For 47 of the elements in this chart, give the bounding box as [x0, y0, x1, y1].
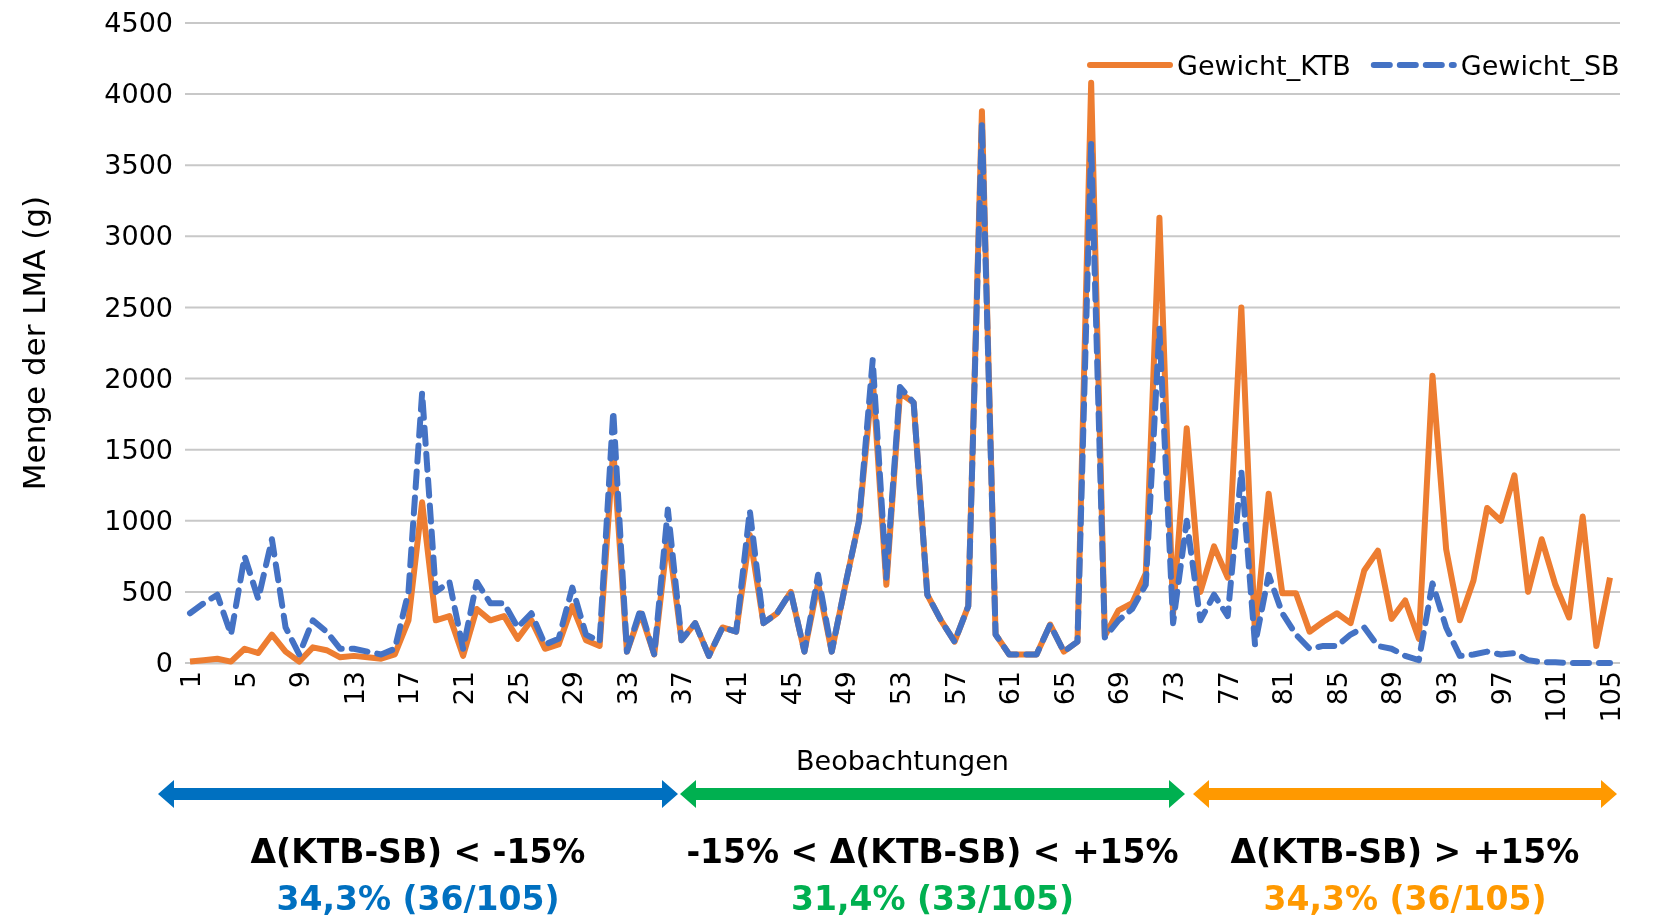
- text: 34,3% (36/105): [276, 879, 560, 918]
- x-tick-label: 49: [830, 671, 862, 706]
- y-tick-label: 2500: [104, 291, 173, 323]
- x-tick-label: 61: [994, 671, 1026, 706]
- text: Δ(KTB-SB) < -15%: [250, 832, 586, 871]
- y-tick-label: 2000: [104, 362, 173, 394]
- x-tick-label: 97: [1485, 671, 1517, 706]
- y-tick-label: 3000: [104, 220, 173, 252]
- x-tick-label: 57: [939, 671, 971, 706]
- x-tick-label: 41: [721, 671, 753, 706]
- y-tick-label: 500: [121, 576, 173, 608]
- x-tick-label: 89: [1376, 671, 1408, 706]
- x-tick-label: 5: [229, 671, 261, 689]
- x-tick-label: 81: [1267, 671, 1299, 706]
- y-tick-label: 4000: [104, 78, 173, 110]
- legend-label: Gewicht_SB: [1460, 50, 1620, 81]
- x-tick-label: 93: [1431, 671, 1463, 706]
- y-tick-label: 3500: [104, 149, 173, 181]
- text: -15% < Δ(KTB-SB) < +15%: [686, 832, 1179, 871]
- x-tick-label: 45: [775, 671, 807, 706]
- x-tick-label: 29: [557, 671, 589, 706]
- y-tick-label: 4500: [104, 7, 173, 39]
- x-tick-label: 9: [284, 671, 316, 689]
- x-tick-label: 17: [393, 671, 425, 706]
- x-tick-label: 85: [1321, 671, 1353, 706]
- x-tick-label: 37: [666, 671, 698, 706]
- x-tick-label: 21: [448, 671, 480, 706]
- x-tick-label: 77: [1212, 671, 1244, 706]
- y-tick-label: 1500: [104, 433, 173, 465]
- x-axis-title: Beobachtungen: [796, 745, 1009, 776]
- y-axis-title: Menge der LMA (g): [16, 195, 52, 491]
- text: 31,4% (33/105): [791, 879, 1074, 918]
- x-tick-label: 105: [1594, 671, 1626, 723]
- x-tick-label: 13: [338, 671, 370, 706]
- x-tick-label: 69: [1103, 671, 1135, 706]
- x-tick-label: 33: [611, 671, 643, 706]
- y-tick-label: 0: [155, 647, 173, 679]
- x-tick-label: 101: [1540, 671, 1572, 723]
- x-tick-label: 73: [1158, 671, 1190, 706]
- x-tick-label: 1: [174, 671, 206, 689]
- legend-label: Gewicht_KTB: [1177, 50, 1351, 81]
- x-tick-label: 53: [884, 671, 916, 706]
- text: 34,3% (36/105): [1263, 879, 1547, 918]
- text: Δ(KTB-SB) > +15%: [1230, 832, 1580, 871]
- x-tick-label: 65: [1048, 671, 1080, 706]
- x-tick-label: 25: [502, 671, 534, 706]
- y-tick-label: 1000: [104, 504, 173, 536]
